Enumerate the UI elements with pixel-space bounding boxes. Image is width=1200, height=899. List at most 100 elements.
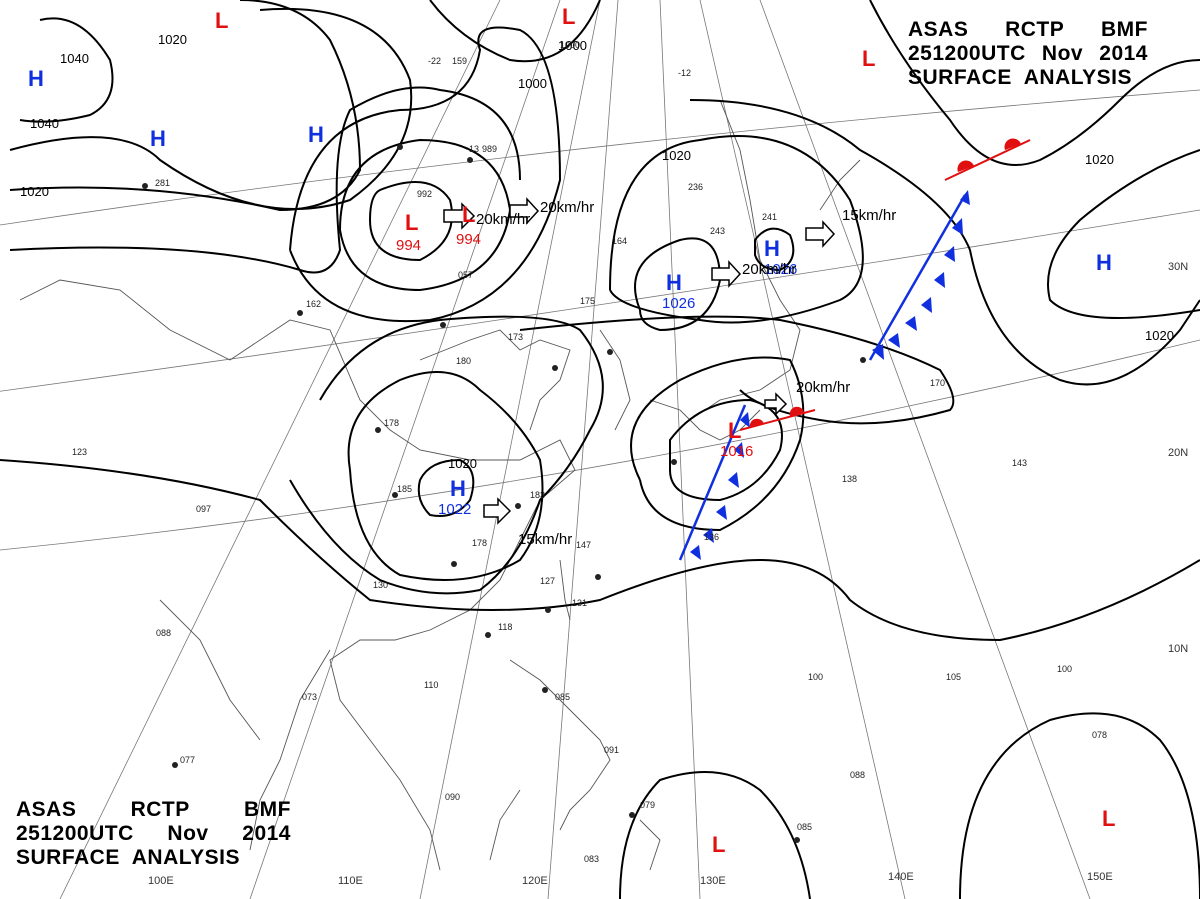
chart-header-bottom: ASAS RCTP BMF 251200UTC Nov 2014 SURFACE… bbox=[16, 798, 291, 870]
high-center: H bbox=[450, 476, 466, 501]
header-code: BMF bbox=[1101, 18, 1148, 41]
low-center: L bbox=[405, 210, 418, 235]
high-pressure-value: 1026 bbox=[662, 295, 695, 312]
header-line-1: ASAS RCTP BMF bbox=[908, 18, 1148, 42]
motion-arrows bbox=[443, 197, 836, 525]
station-value: 170 bbox=[930, 378, 945, 388]
station-value: 180 bbox=[456, 356, 471, 366]
header-station: RCTP bbox=[1005, 18, 1065, 41]
header-source: ASAS bbox=[16, 798, 77, 821]
motion-label: 20km/hr bbox=[540, 199, 594, 216]
header-title: SURFACE ANALYSIS bbox=[16, 846, 240, 869]
station-value: 281 bbox=[155, 178, 170, 188]
header-year: 2014 bbox=[242, 822, 291, 845]
cold-front-north bbox=[868, 190, 970, 361]
header-title: SURFACE ANALYSIS bbox=[908, 66, 1132, 89]
high-center: H bbox=[150, 126, 166, 151]
station-value: 088 bbox=[156, 628, 171, 638]
station-value: 136 bbox=[704, 532, 719, 542]
header-line-1: ASAS RCTP BMF bbox=[16, 798, 291, 822]
station-value: 100 bbox=[808, 672, 823, 682]
station-value: 091 bbox=[604, 745, 619, 755]
high-center: H bbox=[1096, 250, 1112, 275]
station-value: 138 bbox=[842, 474, 857, 484]
isobar-label: 1000 bbox=[518, 76, 547, 91]
header-time: 251200UTC bbox=[908, 42, 1026, 65]
high-center: H bbox=[764, 236, 780, 261]
isobar-label: 1040 bbox=[30, 116, 59, 131]
station-value: 090 bbox=[445, 792, 460, 802]
isobar-label: 1020 bbox=[662, 148, 691, 163]
cold-front-south bbox=[678, 404, 750, 561]
station-value: 992 bbox=[417, 189, 432, 199]
header-month: Nov bbox=[167, 822, 209, 845]
high-center: H bbox=[308, 122, 324, 147]
isobar-label: 1020 bbox=[158, 32, 187, 47]
station-value: 989 bbox=[482, 144, 497, 154]
longitude-label: 100E bbox=[148, 875, 174, 887]
warm-front-north bbox=[944, 138, 1031, 181]
header-source: ASAS bbox=[908, 18, 969, 41]
header-year: 2014 bbox=[1099, 42, 1148, 65]
station-value: 105 bbox=[946, 672, 961, 682]
station-value: 243 bbox=[710, 226, 725, 236]
station-value: 088 bbox=[850, 770, 865, 780]
low-center: L bbox=[712, 832, 725, 857]
motion-label: 20km/hr bbox=[742, 261, 796, 278]
station-value: 130 bbox=[373, 580, 388, 590]
station-value: 1000 bbox=[560, 40, 580, 50]
station-value: -22 bbox=[428, 56, 441, 66]
station-value: 097 bbox=[196, 504, 211, 514]
station-value: 118 bbox=[498, 622, 512, 632]
isobar-label: 1020 bbox=[20, 184, 49, 199]
chart-header-top: ASAS RCTP BMF 251200UTC Nov 2014 SURFACE… bbox=[908, 18, 1148, 90]
station-value: 079 bbox=[640, 800, 655, 810]
station-value: 123 bbox=[72, 447, 87, 457]
station-value: 178 bbox=[472, 538, 487, 548]
station-markers bbox=[142, 144, 866, 843]
low-pressure-value: 1016 bbox=[720, 443, 753, 460]
high-pressure-value: 1026 bbox=[764, 261, 797, 278]
station-value: 110 bbox=[424, 680, 438, 690]
header-month: Nov bbox=[1041, 42, 1084, 65]
longitude-label: 140E bbox=[888, 871, 914, 883]
motion-label: 20km/hr bbox=[476, 211, 530, 228]
station-value: 173 bbox=[508, 332, 523, 342]
motion-label: 15km/hr bbox=[518, 531, 572, 548]
low-pressure-value: 994 bbox=[396, 237, 421, 254]
station-value: 178 bbox=[384, 418, 399, 428]
station-value: 185 bbox=[397, 484, 412, 494]
high-center: H bbox=[666, 270, 682, 295]
station-value: 183 bbox=[530, 490, 545, 500]
low-center: L bbox=[462, 202, 475, 227]
longitude-label: 110E bbox=[338, 875, 363, 887]
isobar-label: 1020 bbox=[1145, 328, 1174, 343]
longitude-label: 130E bbox=[700, 875, 726, 887]
longitude-label: 150E bbox=[1087, 871, 1113, 883]
header-station: RCTP bbox=[130, 798, 190, 821]
station-value: 073 bbox=[302, 692, 317, 702]
latitude-label: 20N bbox=[1168, 447, 1188, 459]
isobar-label: 1020 bbox=[448, 456, 477, 471]
isobar-label: 1000 bbox=[558, 38, 587, 53]
low-center: L bbox=[1102, 806, 1115, 831]
header-line-2: 251200UTC Nov 2014 bbox=[908, 42, 1148, 66]
motion-label: 15km/hr bbox=[842, 207, 896, 224]
station-value: 162 bbox=[306, 299, 321, 309]
low-center: L bbox=[562, 4, 575, 29]
low-center: L bbox=[862, 46, 875, 71]
station-value: 164 bbox=[612, 236, 627, 246]
low-pressure-value: 994 bbox=[456, 231, 481, 248]
high-pressure-value: 1022 bbox=[438, 501, 471, 518]
low-center: L bbox=[728, 418, 741, 443]
station-value: 159 bbox=[452, 56, 467, 66]
station-value: 236 bbox=[688, 182, 703, 192]
station-value: -13 bbox=[466, 144, 479, 154]
station-value: 057 bbox=[458, 270, 473, 280]
station-value: -12 bbox=[678, 68, 691, 78]
low-center: L bbox=[215, 8, 228, 33]
longitude-label: 120E bbox=[522, 875, 548, 887]
motion-label: 20km/hr bbox=[796, 379, 850, 396]
station-value: 085 bbox=[797, 822, 812, 832]
